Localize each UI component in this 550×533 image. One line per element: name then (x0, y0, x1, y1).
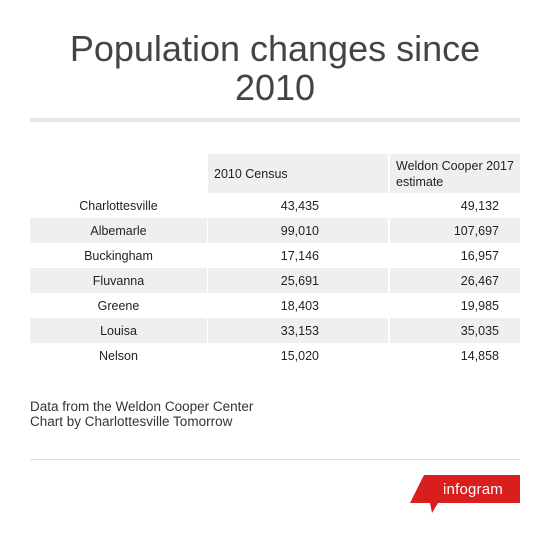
row-2010-census-cell: 17,146 (280, 248, 319, 263)
table-row: Fluvanna 25,691 26,467 (30, 268, 520, 293)
title-divider (30, 118, 520, 122)
row-2010-census-cell: 18,403 (280, 298, 319, 313)
row-2017-estimate-cell: 16,957 (388, 243, 520, 268)
table-row: Nelson 15,020 14,858 (30, 343, 520, 368)
population-table: 2010 Census Weldon Cooper 2017 estimate … (30, 154, 520, 368)
row-name-cell: Nelson (30, 343, 208, 368)
row-name-cell: Charlottesville (30, 193, 208, 218)
infogram-label: infogram (443, 481, 503, 498)
row-2010-census-cell: 15,020 (280, 348, 319, 363)
table-row: Albemarle 99,010 107,697 (30, 218, 520, 243)
table-row: Greene 18,403 19,985 (30, 293, 520, 318)
row-2010-census-cell: 25,691 (208, 268, 388, 293)
source-note: Data from the Weldon Cooper Center (30, 399, 254, 414)
row-2017-estimate-cell: 14,858 (388, 343, 520, 368)
chart-title: Population changes since 2010 (69, 28, 481, 108)
row-2010-census-cell: 33,153 (208, 318, 388, 343)
row-2017-estimate-cell: 26,467 (388, 268, 520, 293)
table-row: Charlottesville 43,435 49,132 (30, 193, 520, 218)
table-header-row: 2010 Census Weldon Cooper 2017 estimate (30, 154, 520, 193)
table-row: Louisa 33,153 35,035 (30, 318, 520, 343)
infogram-badge-icon (410, 475, 520, 513)
header-cell-2017-estimate: Weldon Cooper 2017 estimate (388, 154, 520, 193)
row-name-cell: Louisa (30, 318, 208, 343)
row-name-cell: Buckingham (30, 243, 208, 268)
credit-note: Chart by Charlottesville Tomorrow (30, 414, 233, 429)
header-cell-2010-census: 2010 Census (208, 154, 388, 193)
row-2017-estimate-cell: 49,132 (388, 193, 520, 218)
header-cell-name (30, 154, 208, 193)
footer-divider (30, 459, 520, 460)
table-row: Buckingham 17,146 16,957 (30, 243, 520, 268)
table-body: Charlottesville 43,435 49,132 Albemarle 99,0… (30, 193, 520, 368)
row-2017-estimate-cell: 19,985 (388, 293, 520, 318)
infogram-logo[interactable]: infogram (410, 475, 520, 515)
row-name-cell: Albemarle (30, 218, 208, 243)
row-2017-estimate-cell: 35,035 (388, 318, 520, 343)
row-2010-census-cell: 99,010 (208, 218, 388, 243)
row-2017-estimate-cell: 107,697 (388, 218, 520, 243)
chart-notes: Data from the Weldon Cooper Center Chart… (30, 399, 253, 429)
row-name-cell: Fluvanna (30, 268, 208, 293)
row-2010-census-cell: 43,435 (280, 198, 319, 213)
row-name-cell: Greene (30, 293, 208, 318)
